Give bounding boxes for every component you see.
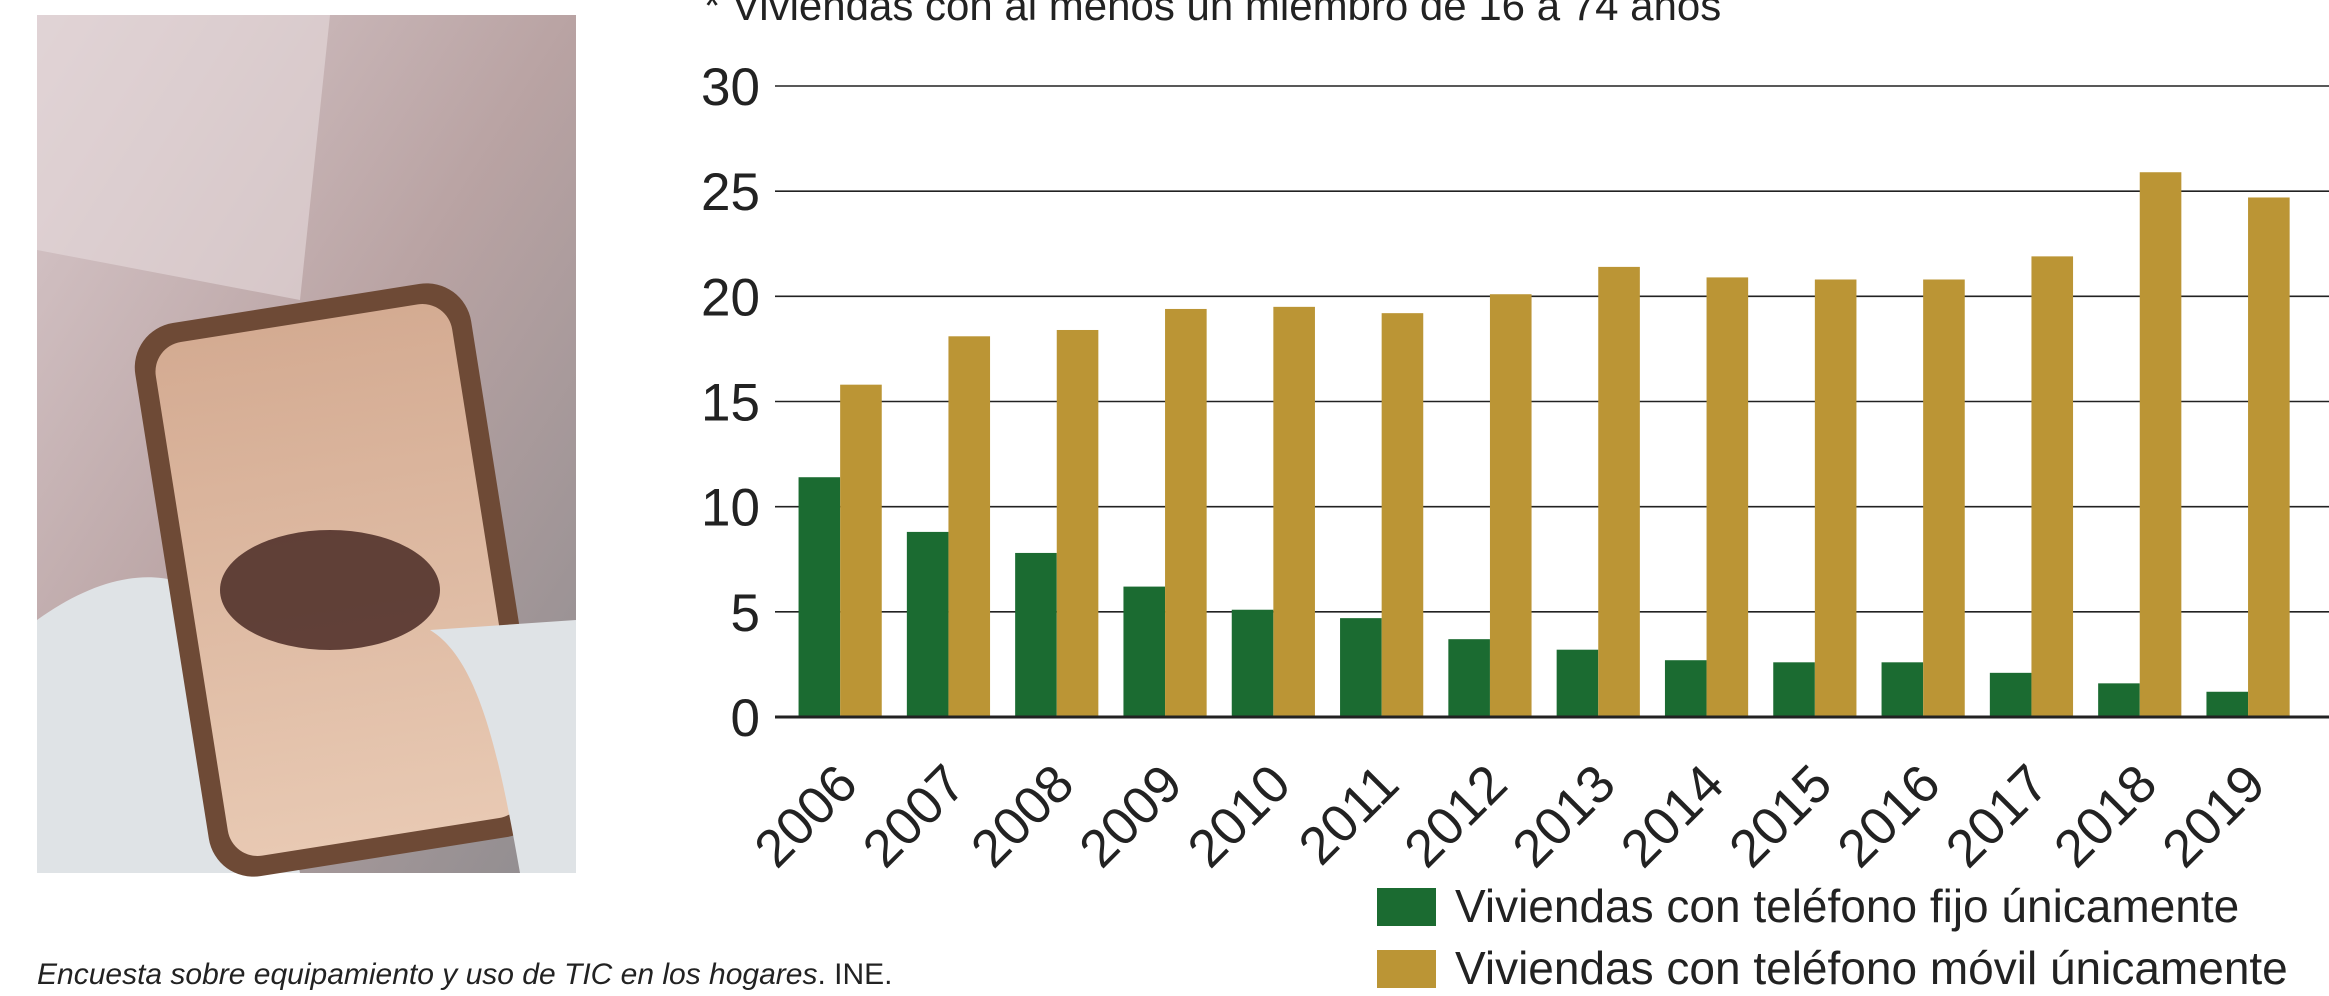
bar xyxy=(1448,639,1490,717)
legend-label: Viviendas con teléfono fijo únicamente xyxy=(1455,880,2239,932)
y-tick-label: 20 xyxy=(701,268,760,327)
bar xyxy=(1556,649,1599,717)
x-tick-label: 2015 xyxy=(1718,754,1843,879)
bar xyxy=(1489,294,1532,717)
bar xyxy=(1706,277,1749,717)
bar xyxy=(840,384,882,717)
x-tick-label: 2018 xyxy=(2043,754,2168,879)
x-tick-label: 2019 xyxy=(2151,754,2276,879)
bar xyxy=(948,336,991,717)
source-title: Encuesta sobre equipamiento y uso de TIC… xyxy=(37,958,817,991)
bar xyxy=(1340,618,1382,717)
bar xyxy=(1664,660,1707,717)
bar xyxy=(2206,691,2249,717)
bar xyxy=(1773,662,1815,717)
y-tick-label: 10 xyxy=(701,479,760,538)
x-tick-label: 2006 xyxy=(744,754,869,879)
bar xyxy=(1923,279,1965,717)
bar xyxy=(2031,256,2074,717)
bar xyxy=(2139,172,2182,717)
x-tick-label: 2008 xyxy=(960,754,1085,879)
y-tick-label: 30 xyxy=(701,58,760,117)
x-tick-label: 2012 xyxy=(1393,754,1518,879)
bar xyxy=(1231,609,1274,717)
bar xyxy=(798,477,841,717)
x-tick-label: 2011 xyxy=(1288,754,1410,876)
bar xyxy=(1123,586,1166,717)
y-tick-label: 25 xyxy=(701,163,760,222)
bar xyxy=(1989,672,2032,717)
bar xyxy=(1881,662,1924,717)
legend-swatch xyxy=(1377,950,1436,988)
bar xyxy=(1814,279,1857,717)
source-suffix: . INE. xyxy=(817,958,892,991)
y-tick-label: 0 xyxy=(731,689,760,748)
bar xyxy=(1273,306,1315,717)
x-tick-label: 2010 xyxy=(1177,754,1302,879)
bar xyxy=(1381,313,1424,717)
x-tick-label: 2014 xyxy=(1610,754,1735,879)
bar xyxy=(1165,308,1207,717)
x-tick-label: 2009 xyxy=(1068,754,1193,879)
x-tick-label: 2007 xyxy=(852,754,977,879)
chart-subtitle: * Viviendas con al menos un miembro de 1… xyxy=(704,0,1721,29)
y-tick-label: 15 xyxy=(701,374,760,433)
legend-swatch xyxy=(1377,888,1436,926)
photo xyxy=(37,15,576,877)
bar xyxy=(906,531,949,717)
bar xyxy=(1015,552,1057,717)
bar xyxy=(2248,197,2290,717)
x-tick-label: 2017 xyxy=(1935,754,2060,879)
bar xyxy=(2098,683,2140,717)
y-tick-label: 5 xyxy=(731,584,760,643)
bar xyxy=(1598,266,1640,717)
legend-label: Viviendas con teléfono móvil únicamente xyxy=(1455,942,2288,994)
x-tick-label: 2013 xyxy=(1502,754,1627,879)
x-tick-label: 2016 xyxy=(1827,754,1952,879)
bar xyxy=(1056,329,1099,717)
source: Encuesta sobre equipamiento y uso de TIC… xyxy=(37,958,892,991)
